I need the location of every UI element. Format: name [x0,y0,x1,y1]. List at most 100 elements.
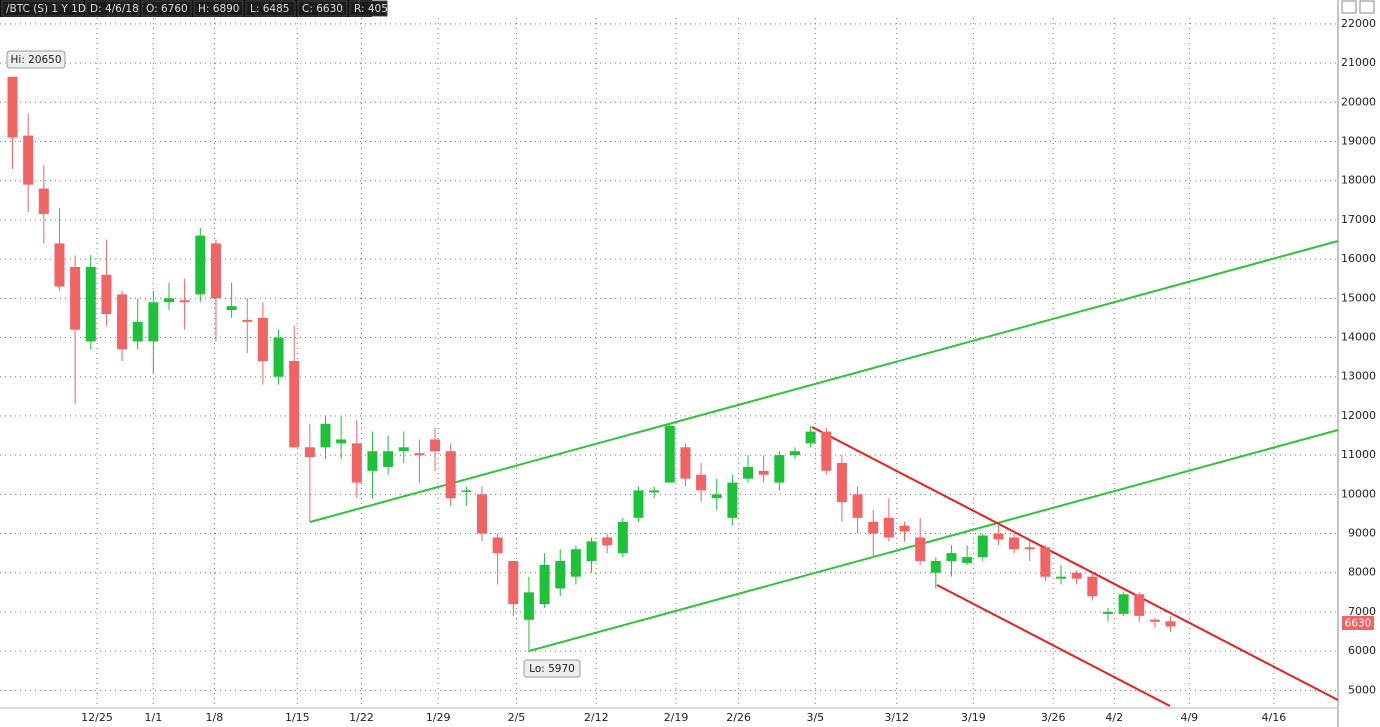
candle-body [523,592,534,620]
candle-body [1071,572,1082,579]
candle-body [289,361,300,448]
header: /BTC (S) 1 Y 1D D: 4/6/18 O: 6760 H: 6890 L:… [0,0,388,17]
trendlines [309,240,1339,707]
candle-body [257,317,268,362]
x-tick-label: 2/19 [664,711,689,724]
candle-body [101,274,112,314]
candle-body [304,447,315,458]
icon[interactable] [1359,0,1375,14]
candle-body [148,302,159,342]
candle-body [226,306,237,311]
candle-body [617,521,628,554]
candle-body [664,425,675,483]
price-tag-box [1342,616,1374,630]
candle-body [649,490,660,493]
candle-body [38,188,49,215]
header-cell [1,0,84,17]
x-tick-label: 4/2 [1105,711,1123,724]
trendline [936,584,1171,707]
candle-body [132,321,143,342]
candle-body [962,557,973,563]
annotation-box [6,50,66,69]
y-tick-label: 22000 [1341,17,1376,30]
candle-body [1134,594,1145,616]
candle-body [367,451,378,471]
candle-body [602,537,613,546]
header-item: H: 6890 [198,3,240,15]
header-cell [245,0,296,17]
candle-body [508,560,519,605]
y-tick-label: 10000 [1341,487,1376,500]
y-tick-label: 18000 [1341,174,1376,187]
y-tick-label: 8000 [1348,566,1376,579]
y-tick-label: 17000 [1341,213,1376,226]
x-tick-label: 2/26 [726,711,751,724]
x-tick-label: 3/19 [961,711,986,724]
axes: 5000 6000 7000 8000 9000 10000 11000 12000 13000… [81,17,1376,724]
y-tick-label: 6000 [1348,644,1376,657]
candle-body [461,490,472,492]
candle-body [1009,537,1020,550]
trendline [309,240,1339,523]
x-tick-label: 3/12 [884,711,909,724]
candle-body [164,298,175,303]
price-tag: 6630 [1345,618,1372,630]
header-item: R: 405 [354,3,388,15]
candle-body [711,494,722,499]
candle-body [492,537,503,554]
candle-body [977,535,988,558]
candle-body [555,560,566,589]
y-tick-label: 20000 [1341,95,1376,108]
candle-body [852,494,863,518]
candle-body [476,494,487,534]
candle-body [195,235,206,295]
grid [0,18,1338,708]
candle-body [1149,619,1160,622]
candle-body [743,466,754,479]
candle-body [1040,547,1051,577]
y-tick-label: 15000 [1341,291,1376,304]
y-tick-label: 11000 [1341,448,1376,461]
y-tick-label: 13000 [1341,370,1376,383]
candle-body [70,266,81,330]
annotation: Hi: 20650 [10,54,61,66]
icon[interactable] [1341,0,1357,14]
x-tick-label: 1/29 [426,711,451,724]
x-tick-label: 1/15 [285,711,310,724]
header-item: /BTC (S) 1 Y 1D [6,3,86,15]
annotation: Lo: 5970 [529,663,575,675]
candle-body [54,243,65,287]
x-tick-label: 1/8 [206,711,224,724]
candles [7,76,1176,653]
candle-body [1087,576,1098,597]
candle-body [242,319,253,322]
candle-body [1102,611,1113,614]
candle-body [915,537,926,561]
candle-body [1165,621,1176,627]
x-tick-label: 2/12 [584,711,609,724]
candle-body [899,525,910,532]
candle-body [430,439,441,452]
header-cell [193,0,244,17]
annotation-box [523,659,581,678]
candle-body [836,462,847,503]
candle-body [1056,576,1067,579]
candle-body [696,474,707,491]
header-item: L: 6485 [250,3,289,15]
y-tick-label: 12000 [1341,409,1376,422]
candle-body [946,553,957,561]
candle-body [633,490,644,518]
header-cell [297,0,348,17]
annotations: Hi: 20650 Lo: 5970 6630 [6,50,1374,678]
candle-body [930,560,941,573]
candle-body [570,549,581,577]
candle-body [7,76,18,138]
x-tick-label: 3/5 [806,711,824,724]
candle-body [680,447,691,479]
header-cell [85,0,140,17]
header-cell [141,0,192,17]
candle-body [273,337,284,377]
y-tick-label: 16000 [1341,252,1376,265]
candle-body [758,470,769,475]
